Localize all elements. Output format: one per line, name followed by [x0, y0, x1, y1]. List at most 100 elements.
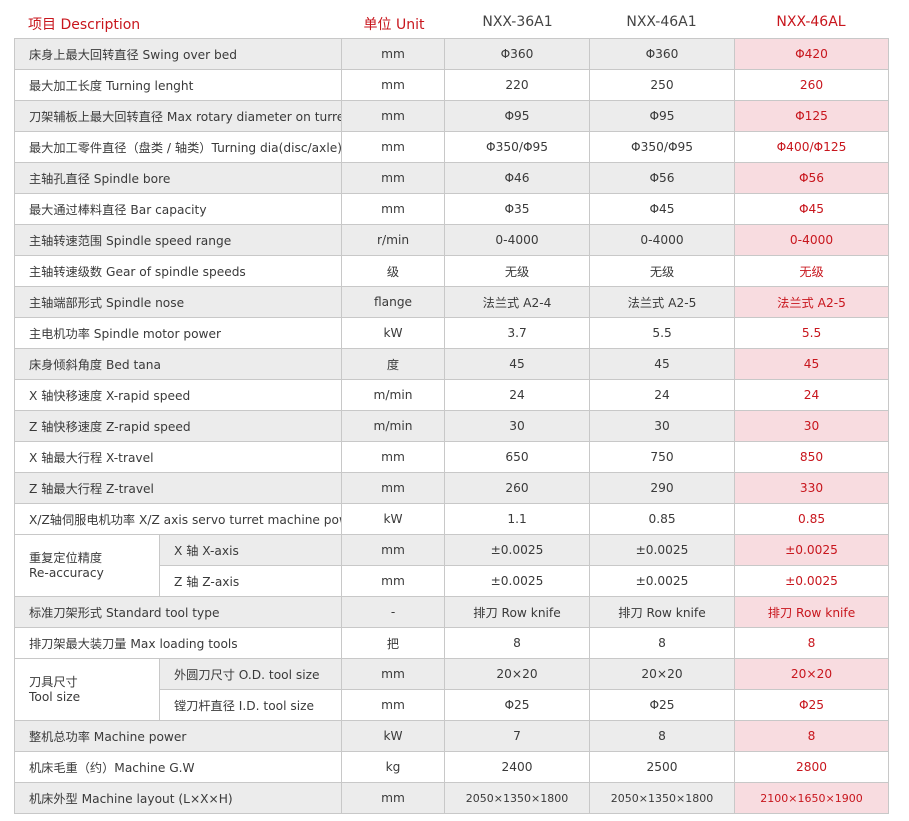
- toolsize-group-en: Tool size: [29, 689, 81, 704]
- row-label: Z 轴快移速度 Z-rapid speed: [13, 410, 343, 442]
- row-value-1: Φ95: [444, 100, 591, 132]
- row-value-1: Φ350/Φ95: [444, 131, 591, 163]
- table-row: 主轴转速级数 Gear of spindle speeds 级 无级 无级 无级: [13, 255, 890, 287]
- row-unit: m/min: [341, 410, 446, 442]
- row-value-2: 20×20: [589, 658, 736, 690]
- table-row: 重复定位精度 Re-accuracy X 轴 X-axis mm ±0.0025 …: [14, 534, 890, 597]
- row-value-1: 2050×1350×1800: [444, 782, 591, 814]
- row-label: 最大加工零件直径（盘类 / 轴类）Turning dia(disc/axle): [13, 131, 343, 163]
- row-value-2: 0.85: [589, 503, 736, 535]
- table-row: 整机总功率 Machine power kW 7 8 8: [13, 720, 890, 752]
- row-label: 主轴孔直径 Spindle bore: [13, 162, 343, 194]
- row-label: Z 轴 Z-axis: [158, 565, 343, 597]
- row-value-2: Φ350/Φ95: [589, 131, 736, 163]
- table-row: 主轴孔直径 Spindle bore mm Φ46 Φ56 Φ56: [13, 162, 890, 194]
- row-value-1: 0-4000: [444, 224, 591, 256]
- row-value-3: Φ45: [734, 193, 890, 225]
- table-row: X 轴最大行程 X-travel mm 650 750 850: [13, 441, 890, 473]
- row-value-3: Φ400/Φ125: [734, 131, 890, 163]
- table-row: 最大通过棒料直径 Bar capacity mm Φ35 Φ45 Φ45: [13, 193, 890, 225]
- row-value-2: Φ45: [589, 193, 736, 225]
- table-row: 排刀架最大装刀量 Max loading tools 把 8 8 8: [13, 627, 890, 659]
- row-value-3: 法兰式 A2-5: [734, 286, 890, 318]
- row-unit: mm: [341, 658, 446, 690]
- row-value-2: 排刀 Row knife: [589, 596, 736, 628]
- row-label: 床身上最大回转直径 Swing over bed: [13, 38, 343, 70]
- row-value-3: 20×20: [734, 658, 890, 690]
- row-label: 床身倾斜角度 Bed tana: [13, 348, 343, 380]
- table-row: 最大加工长度 Turning lenght mm 220 250 260: [13, 69, 890, 101]
- row-value-1: Φ25: [444, 689, 591, 721]
- table-row: Z 轴最大行程 Z-travel mm 260 290 330: [13, 472, 890, 504]
- row-value-3: 8: [734, 627, 890, 659]
- row-value-2: 250: [589, 69, 736, 101]
- header-model-1: NXX-36A1: [482, 14, 553, 30]
- row-value-3: ±0.0025: [734, 534, 890, 566]
- row-unit: mm: [341, 162, 446, 194]
- row-value-1: Φ35: [444, 193, 591, 225]
- row-label: 排刀架最大装刀量 Max loading tools: [13, 627, 343, 659]
- table-row: 标准刀架形式 Standard tool type - 排刀 Row knife…: [13, 596, 890, 628]
- row-label: X 轴 X-axis: [158, 534, 343, 566]
- row-unit: flange: [341, 286, 446, 318]
- table-row: 床身倾斜角度 Bed tana 度 45 45 45: [13, 348, 890, 380]
- accuracy-group-cn: 重复定位精度: [29, 550, 103, 565]
- row-value-3: 0-4000: [734, 224, 890, 256]
- header-model-3: NXX-46AL: [776, 14, 846, 30]
- row-value-3: 2800: [734, 751, 890, 783]
- row-value-3: Φ56: [734, 162, 890, 194]
- table-row: 主电机功率 Spindle motor power kW 3.7 5.5 5.5: [13, 317, 890, 349]
- row-unit: kW: [341, 503, 446, 535]
- row-value-1: 法兰式 A2-4: [444, 286, 591, 318]
- row-value-2: 2500: [589, 751, 736, 783]
- row-value-1: 1.1: [444, 503, 591, 535]
- row-label: 最大加工长度 Turning lenght: [13, 69, 343, 101]
- row-label: 标准刀架形式 Standard tool type: [13, 596, 343, 628]
- row-value-1: 排刀 Row knife: [444, 596, 591, 628]
- row-value-1: 45: [444, 348, 591, 380]
- table-row: 主轴端部形式 Spindle nose flange 法兰式 A2-4 法兰式 …: [13, 286, 890, 318]
- row-value-1: 7: [444, 720, 591, 752]
- row-unit: mm: [341, 534, 446, 566]
- row-unit: kW: [341, 317, 446, 349]
- row-unit: kg: [341, 751, 446, 783]
- row-unit: r/min: [341, 224, 446, 256]
- row-value-3: 2100×1650×1900: [734, 782, 890, 814]
- row-unit: m/min: [341, 379, 446, 411]
- row-label: 主轴端部形式 Spindle nose: [13, 286, 343, 318]
- row-value-3: ±0.0025: [734, 565, 890, 597]
- row-value-3: 30: [734, 410, 890, 442]
- row-value-3: 45: [734, 348, 890, 380]
- row-value-2: 290: [589, 472, 736, 504]
- table-header: 项目 Description 单位 Unit NXX-36A1 NXX-46A1…: [0, 0, 909, 38]
- row-value-1: 260: [444, 472, 591, 504]
- accuracy-group-en: Re-accuracy: [29, 565, 104, 580]
- row-value-2: 750: [589, 441, 736, 473]
- row-label: 外圆刀尺寸 O.D. tool size: [158, 658, 343, 690]
- row-unit: mm: [341, 69, 446, 101]
- accuracy-group-label: 重复定位精度 Re-accuracy: [14, 534, 160, 597]
- header-description: 项目 Description: [28, 17, 141, 33]
- row-unit: mm: [341, 131, 446, 163]
- row-value-2: Φ25: [589, 689, 736, 721]
- row-label: 机床毛重（约）Machine G.W: [13, 751, 343, 783]
- row-value-1: 无级: [444, 255, 591, 287]
- row-unit: mm: [341, 565, 446, 597]
- row-unit: mm: [341, 38, 446, 70]
- toolsize-group-cn: 刀具尺寸: [29, 674, 78, 689]
- row-value-3: 260: [734, 69, 890, 101]
- row-label: X 轴快移速度 X-rapid speed: [13, 379, 343, 411]
- row-value-1: 220: [444, 69, 591, 101]
- row-unit: mm: [341, 100, 446, 132]
- row-value-3: 0.85: [734, 503, 890, 535]
- row-label: X/Z轴伺服电机功率 X/Z axis servo turret machine…: [13, 503, 343, 535]
- row-value-3: 850: [734, 441, 890, 473]
- spec-table: 床身上最大回转直径 Swing over bed mm Φ360 Φ360 Φ4…: [13, 38, 890, 814]
- row-unit: kW: [341, 720, 446, 752]
- table-row: Z 轴快移速度 Z-rapid speed m/min 30 30 30: [13, 410, 890, 442]
- row-value-1: 20×20: [444, 658, 591, 690]
- table-row: 镗刀杆直径 I.D. tool size mm Φ25 Φ25 Φ25: [15, 689, 890, 721]
- table-row: 主轴转速范围 Spindle speed range r/min 0-4000 …: [13, 224, 890, 256]
- table-row: Z 轴 Z-axis mm ±0.0025 ±0.0025 ±0.0025: [15, 565, 890, 597]
- row-value-3: 330: [734, 472, 890, 504]
